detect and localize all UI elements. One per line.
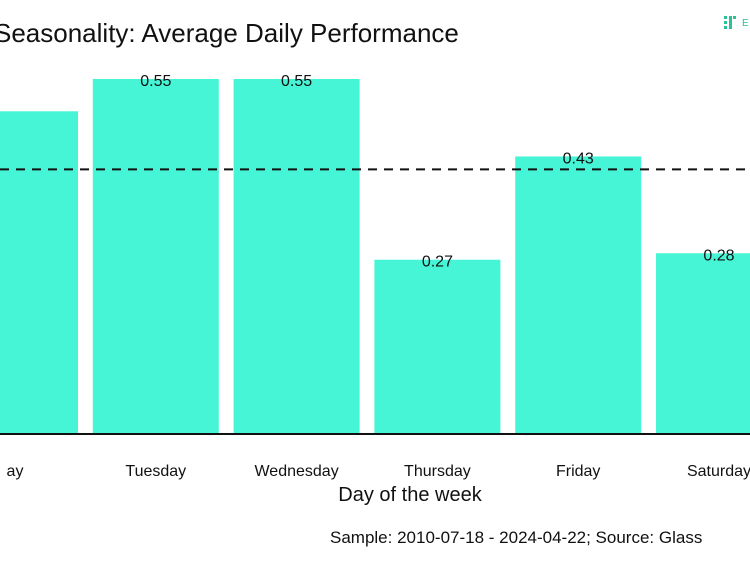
x-tick-label: Thursday xyxy=(404,463,471,480)
x-tick-label: Wednesday xyxy=(254,463,338,480)
bar xyxy=(233,79,360,434)
data-label: 0.55 xyxy=(140,73,171,90)
bar xyxy=(92,79,219,434)
bar xyxy=(0,111,78,434)
data-label: 0.27 xyxy=(422,254,453,271)
chart-title: Seasonality: Average Daily Performance xyxy=(0,18,459,48)
bar xyxy=(374,259,501,434)
data-label: 0.55 xyxy=(281,73,312,90)
brand-logo-icon xyxy=(724,16,736,29)
x-tick-label: ay xyxy=(7,463,24,480)
x-axis-label: Day of the week xyxy=(338,484,482,506)
x-tick-label: Saturday xyxy=(687,463,750,480)
bar xyxy=(656,253,750,434)
data-label: 0.28 xyxy=(703,247,734,264)
data-label: 0.43 xyxy=(563,150,594,167)
chart-caption: Sample: 2010-07-18 - 2024-04-22; Source:… xyxy=(330,528,703,547)
brand-logo-text: E xyxy=(742,18,749,29)
bar xyxy=(515,156,642,435)
x-tick-label: Tuesday xyxy=(125,463,186,480)
x-tick-label: Friday xyxy=(556,463,600,480)
